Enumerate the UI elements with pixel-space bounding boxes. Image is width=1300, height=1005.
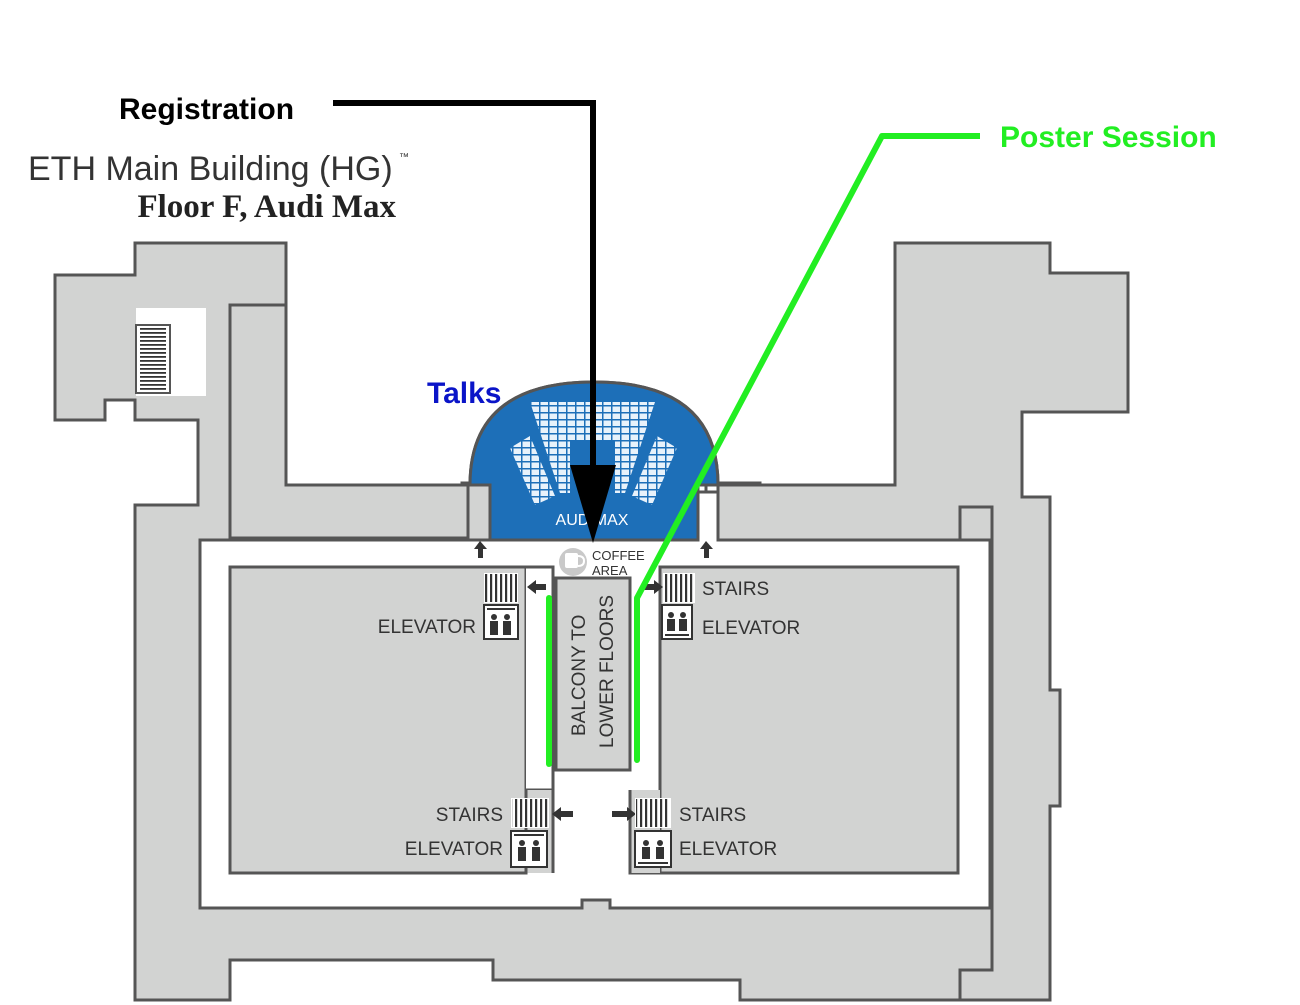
map-title: ETH Main Building (HG) (28, 150, 393, 188)
east-courtyard-room (658, 565, 960, 875)
arrow-icon (552, 807, 573, 821)
elevator-icon-right-upper (661, 604, 693, 640)
registration-arrowhead (570, 465, 616, 543)
north-west-block (228, 303, 470, 540)
north-east-block (716, 241, 1130, 1002)
balcony-label-2: LOWER FLOORS (597, 595, 618, 748)
elevator-label-left-upper: ELEVATOR (378, 617, 476, 638)
balcony-label-1: BALCONY TO (569, 615, 590, 736)
arrow-icon (527, 580, 546, 594)
west-courtyard-room (228, 565, 528, 875)
stairs-icon-left-lower (511, 798, 549, 828)
stairs-label-right-upper: STAIRS (702, 579, 769, 600)
elevator-icon-right-lower (634, 830, 672, 868)
arrow-icon (700, 541, 713, 558)
arrow-icon (474, 541, 487, 558)
stairs-icon-left-upper (484, 573, 518, 603)
seating-right (632, 436, 677, 505)
tm-mark: ™ (399, 152, 409, 163)
talks-label: Talks (427, 377, 502, 410)
coffee-area-label-1: COFFEE (592, 548, 645, 563)
west-staircase-icon (140, 328, 166, 390)
arrow-icons (474, 541, 713, 821)
registration-pointer (333, 100, 616, 543)
elevator-label-right-lower: ELEVATOR (679, 839, 777, 860)
stairs-icon-right-lower (635, 798, 671, 828)
balcony (554, 576, 632, 772)
arrow-icon (643, 580, 663, 594)
elevator-label-left-lower: ELEVATOR (405, 839, 503, 860)
seating-left (510, 436, 555, 505)
elevator-icon-left-lower (510, 830, 548, 868)
arrow-icon (612, 807, 636, 821)
poster-area-markers (546, 595, 640, 767)
stairs-label-left-lower: STAIRS (436, 805, 503, 826)
poster-session-pointer (634, 133, 980, 600)
elevator-label-right-upper: ELEVATOR (702, 618, 800, 639)
elevator-icon-left-upper (483, 604, 519, 640)
poster-session-label: Poster Session (1000, 121, 1217, 154)
stairs-label-right-lower: STAIRS (679, 805, 746, 826)
coffee-cup-icon (559, 548, 587, 576)
coffee-area-label-2: AREA (592, 563, 628, 578)
map-subtitle: Floor F, Audi Max (137, 189, 396, 225)
registration-label: Registration (119, 93, 294, 126)
stairs-icon-right-upper (663, 573, 695, 603)
